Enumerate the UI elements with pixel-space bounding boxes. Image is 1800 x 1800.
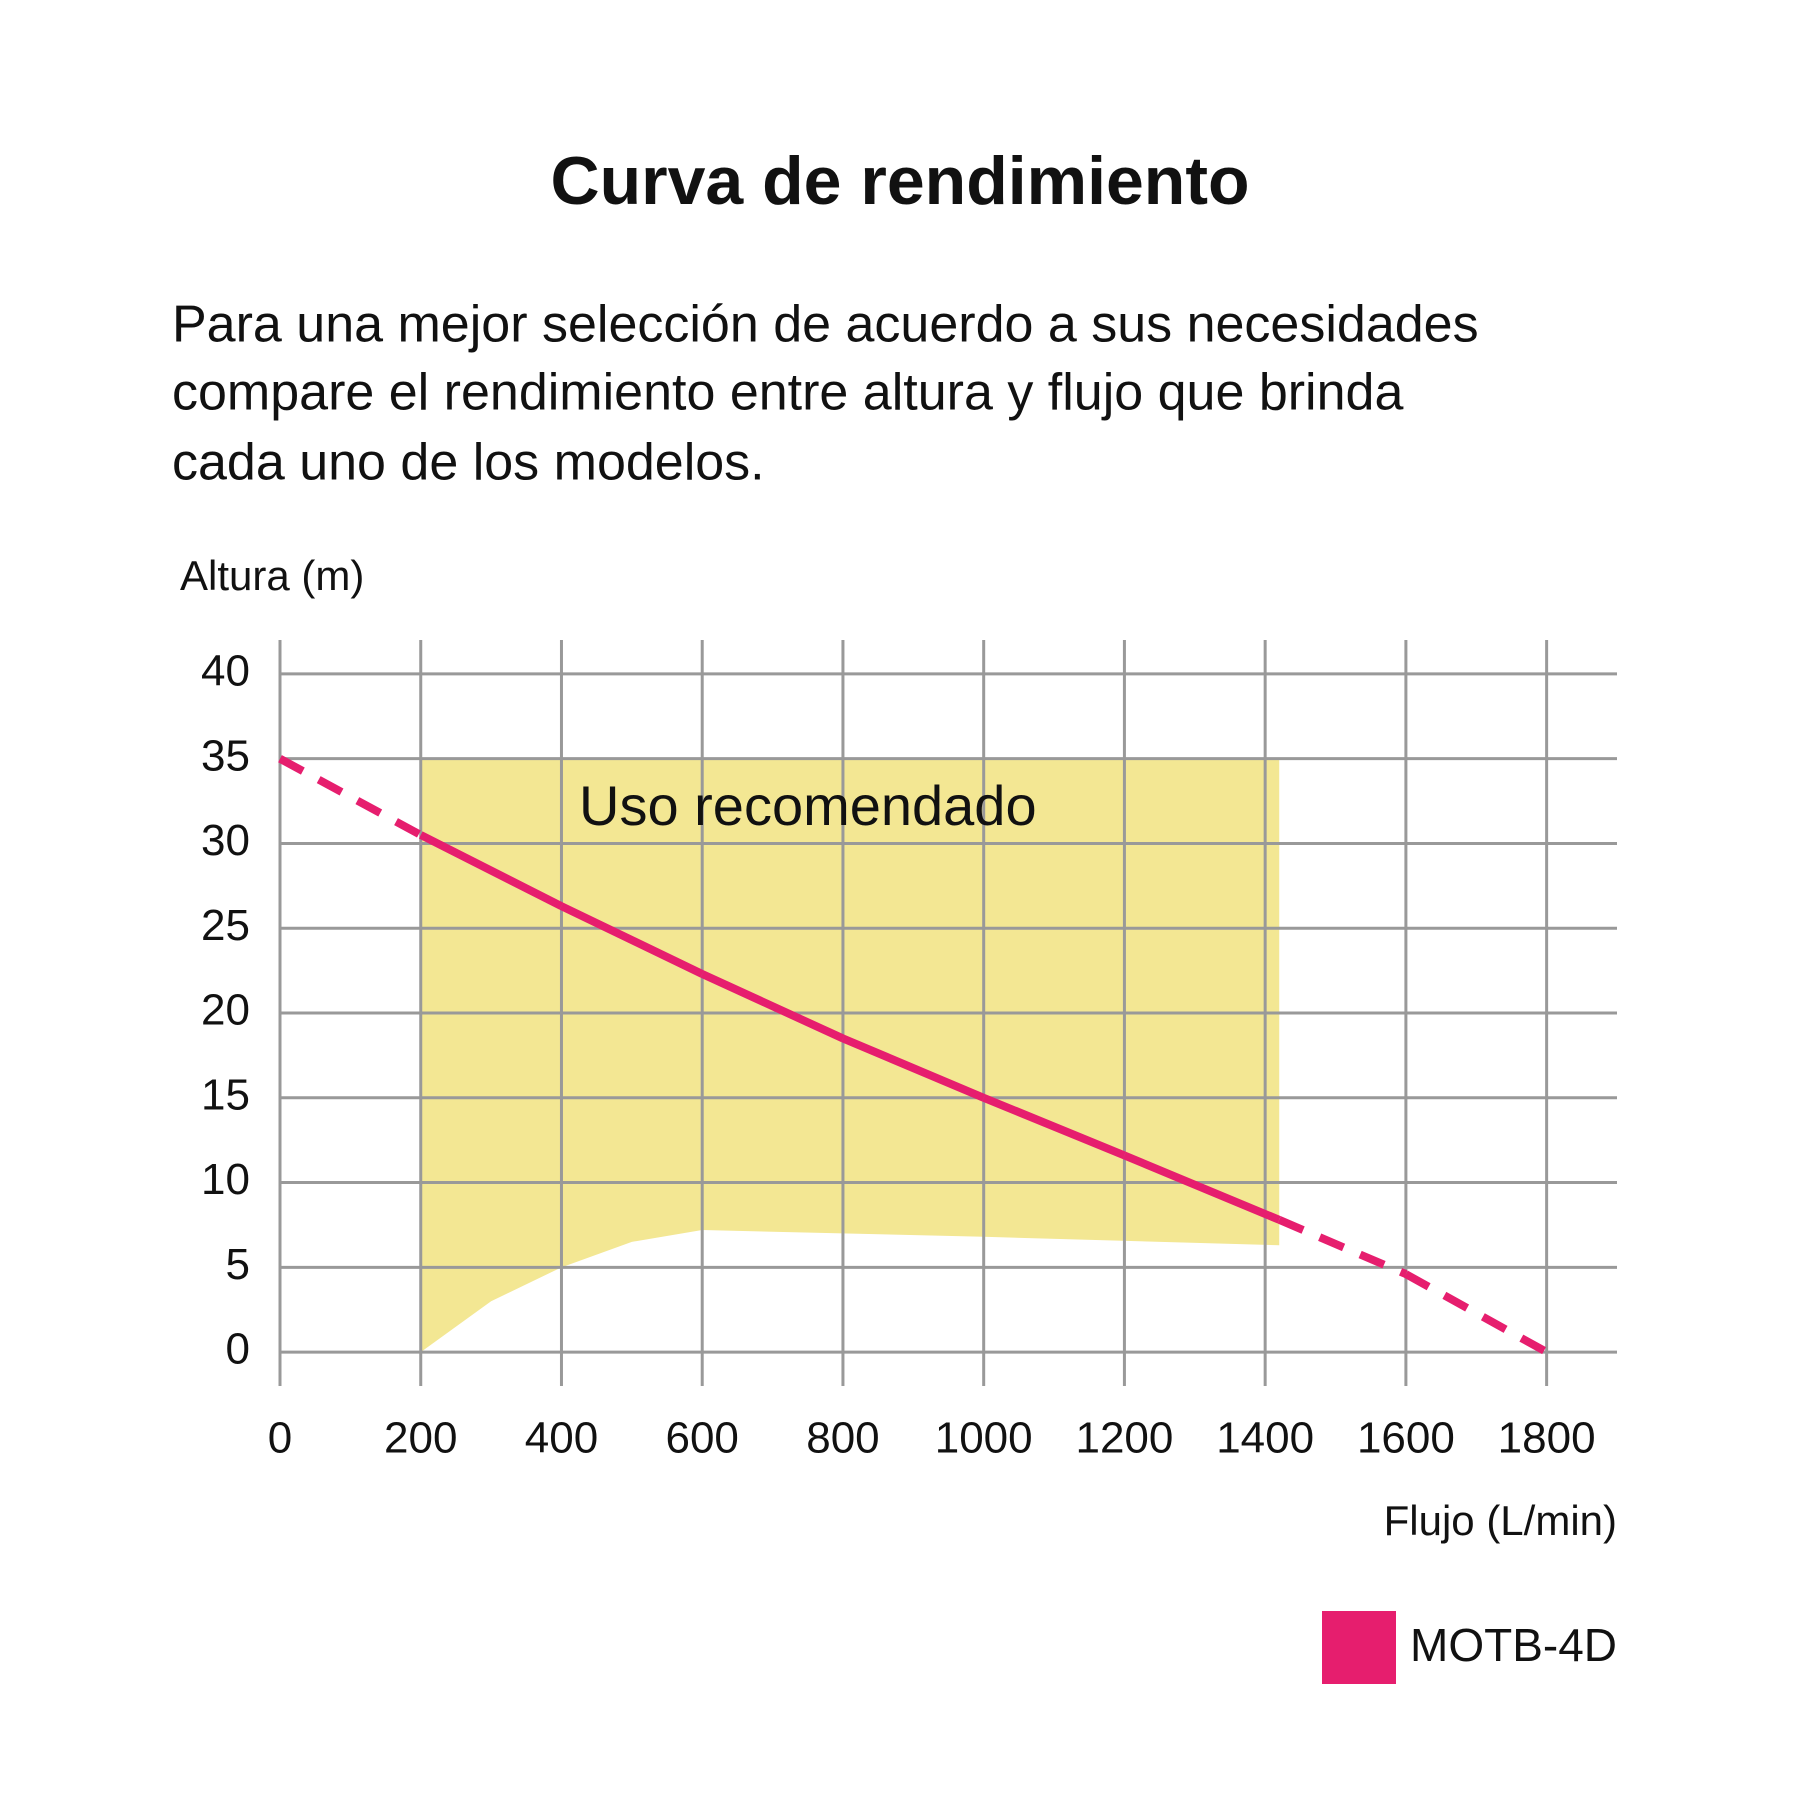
line-layer: [278, 755, 1549, 1356]
series-line: [278, 755, 423, 839]
y-tick-label: 40: [201, 647, 250, 696]
y-tick-label: 15: [201, 1070, 250, 1119]
subtitle-line: Para una mejor selección de acuerdo a su…: [172, 296, 1479, 354]
series-line: [1277, 1216, 1408, 1278]
y-tick-label: 0: [226, 1325, 250, 1374]
x-tick-label: 800: [806, 1414, 879, 1463]
y-tick-label: 25: [201, 901, 250, 950]
y-tick-label: 5: [226, 1240, 250, 1289]
x-tick-label: 400: [525, 1414, 598, 1463]
subtitle-line: compare el rendimiento entre altura y fl…: [172, 364, 1403, 422]
x-tick-label: 0: [268, 1414, 292, 1463]
band-layer: [420, 758, 1280, 1353]
legend-swatch: [1322, 1611, 1396, 1684]
x-axis-label: Flujo (L/min): [1384, 1497, 1617, 1544]
series-line: [1403, 1270, 1549, 1356]
band-label: Uso recomendado: [579, 774, 1037, 837]
legend-label: MOTB-4D: [1410, 1619, 1617, 1671]
x-tick-label: 600: [665, 1414, 738, 1463]
series-line: [418, 831, 564, 910]
recommended-band: [420, 758, 1280, 1353]
series-line: [841, 1034, 986, 1102]
y-tick-label: 30: [201, 816, 250, 865]
series-line: [982, 1094, 1126, 1160]
subtitle-line: cada uno de los modelos.: [172, 434, 765, 492]
y-axis-label: Altura (m): [180, 552, 364, 599]
chart-title: Curva de rendimiento: [550, 143, 1249, 219]
series-line: [700, 970, 845, 1043]
x-tick-label: 1400: [1216, 1414, 1314, 1463]
series-line: [1122, 1151, 1281, 1224]
y-tick-label: 10: [201, 1155, 250, 1204]
x-tick-label: 1200: [1075, 1414, 1173, 1463]
series-line: [559, 902, 704, 978]
x-tick-label: 1800: [1498, 1414, 1596, 1463]
y-tick-label: 20: [201, 986, 250, 1035]
y-tick-label: 35: [201, 731, 250, 780]
grid-layer: [278, 640, 1617, 1386]
x-tick-label: 1600: [1357, 1414, 1455, 1463]
x-tick-label: 200: [384, 1414, 457, 1463]
x-tick-label: 1000: [935, 1414, 1033, 1463]
